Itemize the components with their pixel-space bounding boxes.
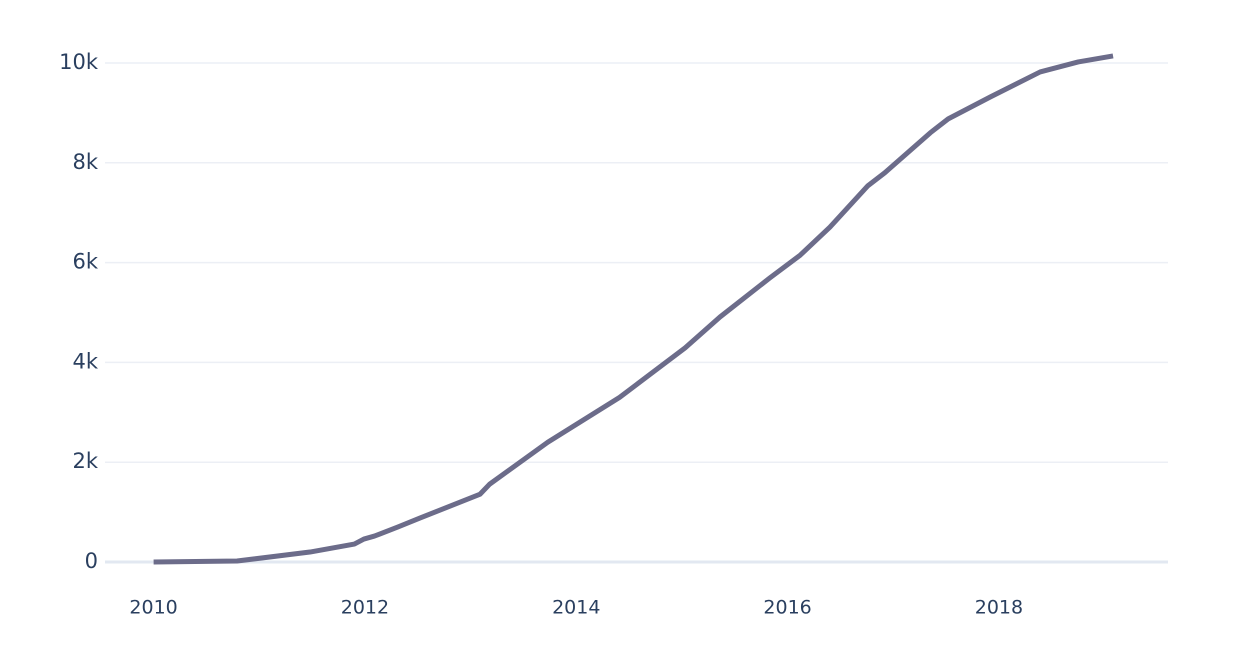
- y-tick-label: 8k: [72, 150, 98, 174]
- x-tick-label: 2012: [341, 597, 389, 619]
- y-tick-label: 4k: [72, 349, 98, 373]
- x-tick-label: 2010: [129, 597, 177, 619]
- x-tick-label: 2016: [763, 597, 811, 619]
- y-tick-label: 10k: [59, 50, 99, 74]
- y-tick-label: 6k: [72, 250, 98, 274]
- y-tick-label: 2k: [72, 449, 98, 473]
- y-tick-label: 0: [85, 549, 98, 573]
- x-tick-label: 2014: [552, 597, 600, 619]
- x-tick-label: 2018: [975, 597, 1023, 619]
- line: [153, 53, 1114, 565]
